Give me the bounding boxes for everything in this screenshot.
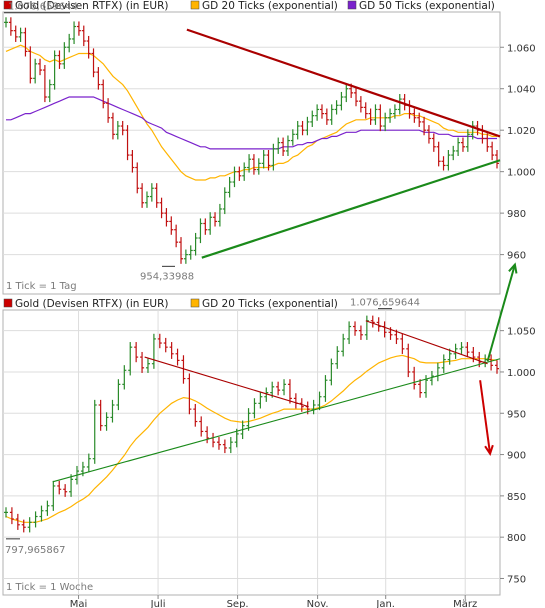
- top-tick-note: 1 Tick = 1 Tag: [6, 281, 77, 292]
- yellow-square: [190, 298, 200, 308]
- bottom-annotations: 1.076,659644 797,965867: [5, 298, 420, 556]
- resistance-1-trendline: [144, 356, 309, 408]
- annotation-label: 797,965867: [5, 545, 65, 556]
- top-annotations: 1.076,659644 954,33988: [4, 2, 194, 282]
- x-tick-label: Mai: [70, 599, 88, 608]
- resistance-2-trendline: [365, 320, 488, 365]
- top-legend: Gold (Devisen RTFX) (in EUR) GD 20 Ticks …: [3, 0, 495, 12]
- arrow-up-trendline: [486, 264, 516, 362]
- annotation-label: 1.076,659644: [350, 298, 420, 309]
- x-tick-label: Jan.: [375, 599, 395, 608]
- y-tick-label: 750: [507, 574, 526, 585]
- legend-label: Gold (Devisen RTFX) (in EUR): [15, 0, 169, 12]
- x-tick-label: Nov.: [307, 599, 329, 608]
- y-tick-label: 950: [507, 409, 526, 420]
- y-tick-label: 1.060: [507, 43, 536, 54]
- y-tick-label: 1.040: [507, 85, 536, 96]
- legend-label: GD 50 Ticks (exponential): [359, 0, 495, 12]
- y-tick-label: 1.000: [507, 368, 536, 379]
- y-tick-label: 850: [507, 492, 526, 503]
- y-tick-label: 1.000: [507, 168, 536, 179]
- ma-50-line: [6, 96, 497, 150]
- y-tick-label: 980: [507, 209, 526, 220]
- purple-square: [347, 0, 357, 10]
- red-square: [3, 298, 13, 308]
- top-price-panel: Gold (Devisen RTFX) (in EUR) GD 20 Ticks …: [2, 0, 536, 295]
- bottom-plot-frame: [2, 309, 501, 596]
- bottom-trendlines: [52, 262, 518, 483]
- arrow-down-head: [484, 444, 494, 457]
- resistance-trendline: [186, 28, 501, 138]
- support-trendline: [52, 358, 501, 483]
- top-gridlines: [3, 46, 500, 256]
- bottom-tick-note: 1 Tick = 1 Woche: [6, 582, 93, 593]
- y-tick-label: 1.050: [507, 327, 536, 338]
- ma-20-line: [5, 354, 498, 523]
- top-y-axis: 960 980 1.000 1.020 1.040 1.060: [500, 43, 536, 262]
- bottom-gridlines: [3, 310, 500, 595]
- yellow-square: [190, 0, 200, 10]
- bottom-x-axis: Mai Juli Sep. Nov. Jan. März: [70, 595, 477, 608]
- red-square: [3, 0, 13, 10]
- annotation-label: 1.076,659644: [8, 2, 78, 13]
- annotation-label: 954,33988: [140, 271, 194, 282]
- top-trendlines: [186, 28, 501, 259]
- y-tick-label: 1.020: [507, 126, 536, 137]
- support-trendline: [201, 159, 501, 259]
- arrow-up-head: [508, 262, 518, 274]
- bottom-price-panel: Gold (Devisen RTFX) (in EUR) GD 20 Ticks …: [2, 262, 536, 608]
- y-tick-label: 960: [507, 251, 526, 262]
- top-moving-averages: [5, 44, 497, 181]
- legend-label: GD 20 Ticks (exponential): [202, 0, 338, 12]
- y-tick-label: 800: [507, 533, 526, 544]
- bottom-moving-averages: [5, 354, 498, 523]
- top-plot-frame: [2, 11, 501, 295]
- x-tick-label: Juli: [150, 599, 166, 608]
- bottom-legend: Gold (Devisen RTFX) (in EUR) GD 20 Ticks …: [3, 298, 338, 310]
- arrow-down-trendline: [479, 380, 492, 454]
- x-tick-label: März: [453, 599, 477, 608]
- x-tick-label: Sep.: [227, 599, 249, 608]
- y-tick-label: 900: [507, 451, 526, 462]
- legend-label: Gold (Devisen RTFX) (in EUR): [15, 298, 169, 310]
- legend-label: GD 20 Ticks (exponential): [202, 298, 338, 310]
- ma-20-line: [5, 44, 497, 181]
- top-price-bars: [4, 17, 499, 264]
- bottom-y-axis: 750 800 850 900 950 1.000 1.050: [500, 327, 536, 585]
